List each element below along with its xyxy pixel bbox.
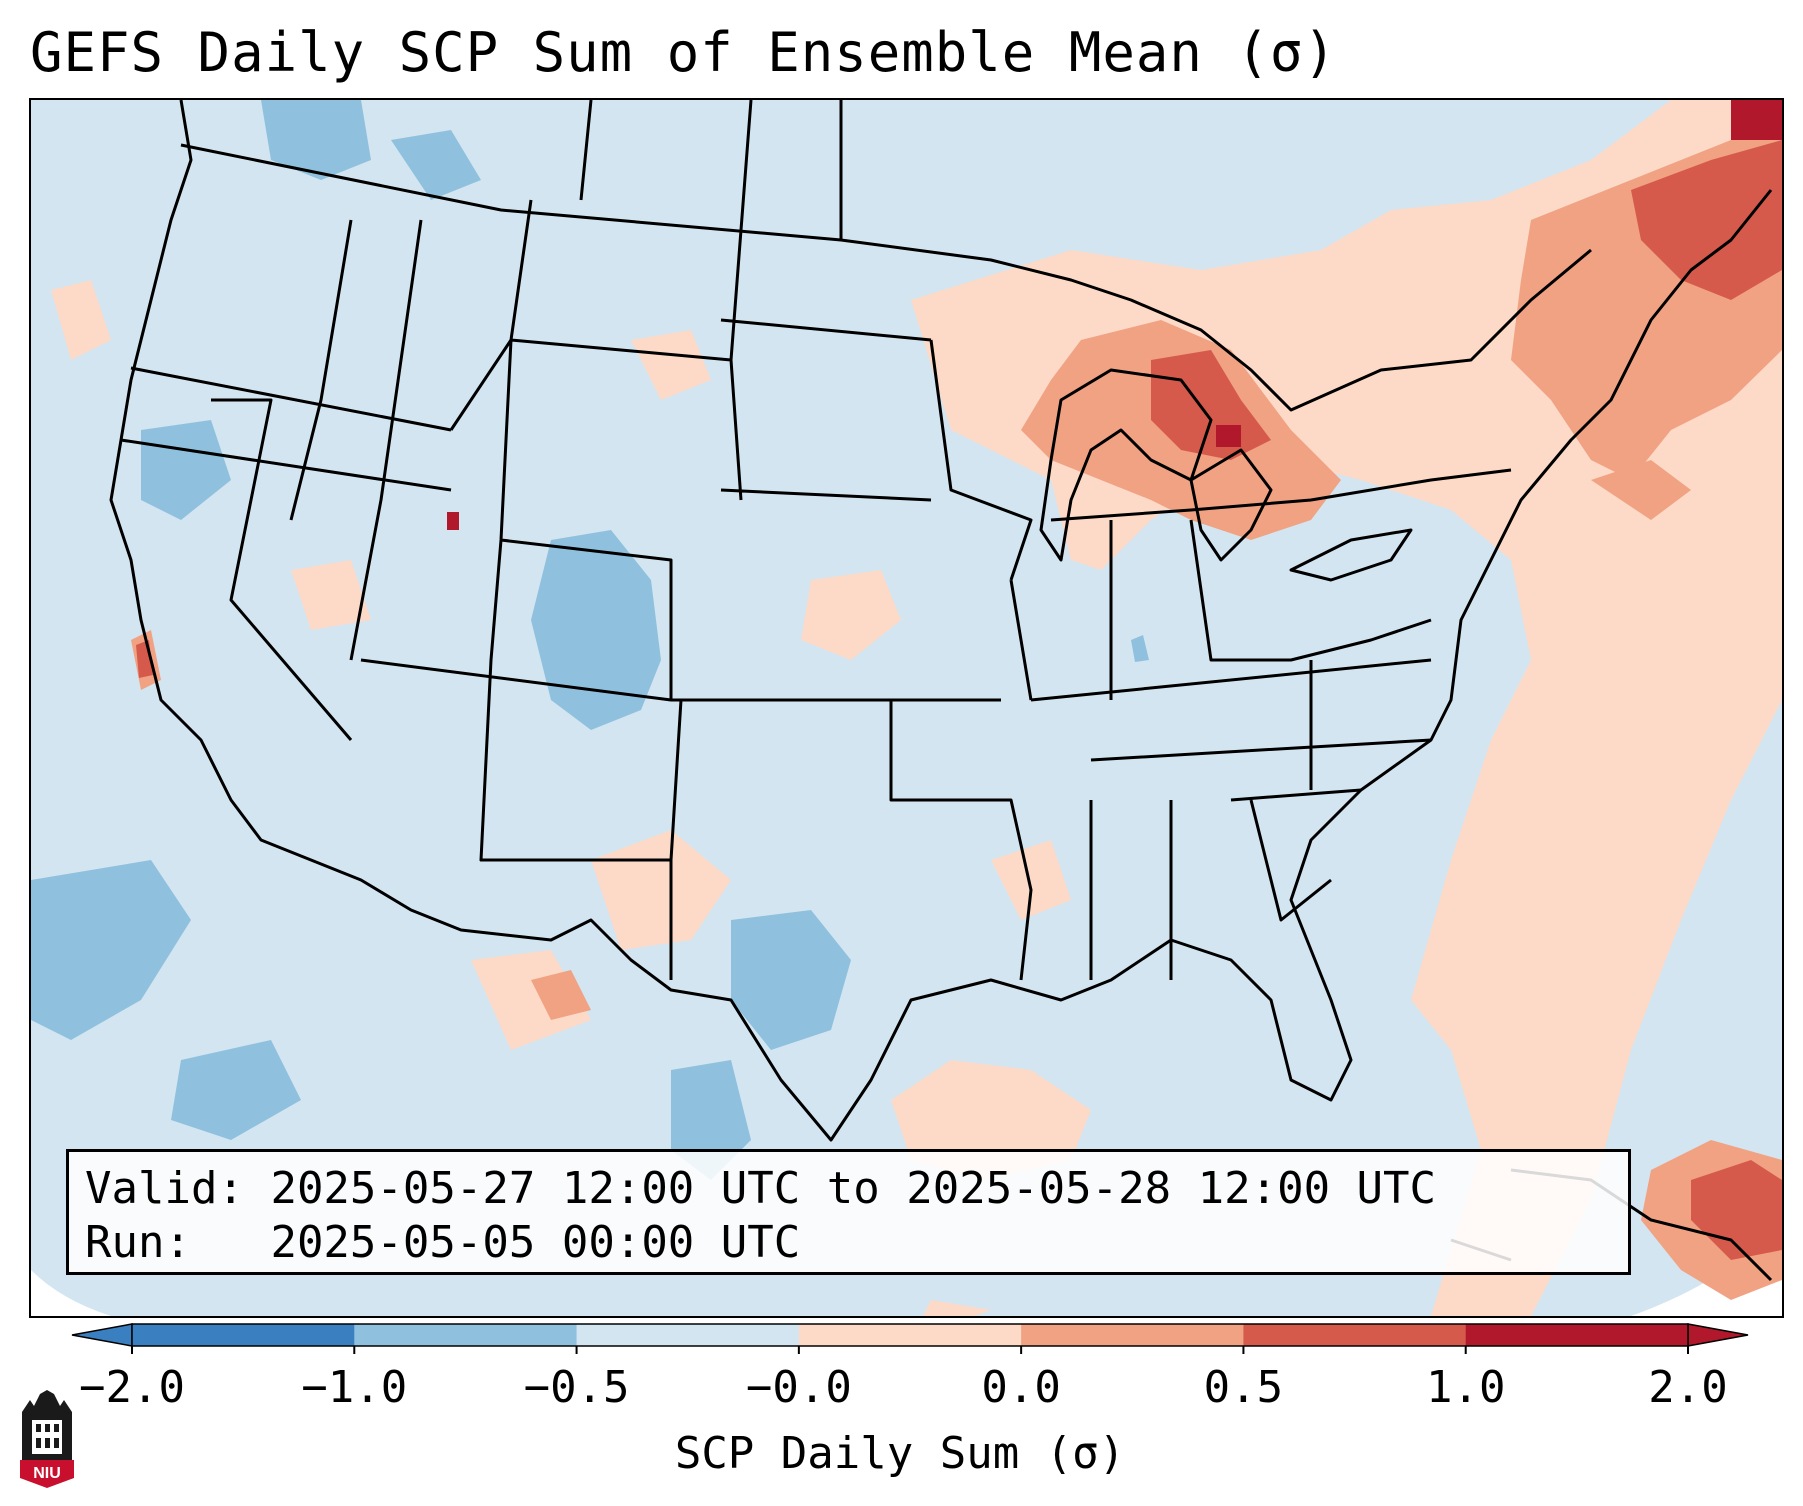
colorbar-outline xyxy=(131,1323,1689,1347)
colorbar-tick-label: −2.0 xyxy=(79,1362,185,1413)
colorbar-segment xyxy=(1021,1324,1244,1346)
colorbar-segment xyxy=(1243,1324,1467,1346)
colorbar-tick-label: 2.0 xyxy=(1648,1362,1728,1413)
colorbar-tick-label: −0.5 xyxy=(523,1362,630,1413)
colorbar-tick-label: 0.5 xyxy=(1203,1362,1284,1413)
scp-map xyxy=(31,100,1782,1316)
colorbar-label: SCP Daily Sum (σ) xyxy=(674,1428,1126,1479)
colorbar-extend-min xyxy=(71,1323,133,1347)
colorbar-tick-label: −0.0 xyxy=(745,1362,852,1413)
valid-run-info-box: Valid: 2025-05-27 12:00 UTC to 2025-05-2… xyxy=(66,1149,1631,1275)
colorbar-segment xyxy=(1465,1324,1689,1346)
colorbar-extend-max xyxy=(1687,1323,1749,1347)
great-lakes xyxy=(1039,368,1413,582)
state-lines xyxy=(120,100,1512,981)
niu-logo-icon: NIU xyxy=(20,1390,74,1488)
run-time: 2025-05-05 00:00 UTC xyxy=(270,1217,801,1268)
run-label: Run: xyxy=(85,1217,191,1268)
map-title: GEFS Daily SCP Sum of Ensemble Mean (σ) xyxy=(30,21,1337,84)
extreme-anomaly-layer xyxy=(447,100,1782,530)
negative-anomaly-layer xyxy=(31,100,1149,1180)
colorbar-segment xyxy=(576,1324,800,1346)
colorbar-segment xyxy=(798,1324,1022,1346)
colorbar-segment xyxy=(132,1324,355,1346)
map-panel xyxy=(29,98,1784,1318)
colorbar-segment xyxy=(354,1324,578,1346)
us-outline xyxy=(109,100,1773,1142)
colorbar-tick-label: −1.0 xyxy=(301,1362,408,1413)
valid-label: Valid: xyxy=(85,1163,244,1214)
colorbar xyxy=(71,1323,1749,1354)
valid-time-range: 2025-05-27 12:00 UTC to 2025-05-28 12:00… xyxy=(270,1163,1437,1214)
colorbar-tick-label: 1.0 xyxy=(1425,1362,1506,1413)
boundaries-layer xyxy=(109,100,1773,1282)
logo-text: NIU xyxy=(33,1465,61,1482)
colorbar-tick-label: 0.0 xyxy=(981,1362,1061,1413)
